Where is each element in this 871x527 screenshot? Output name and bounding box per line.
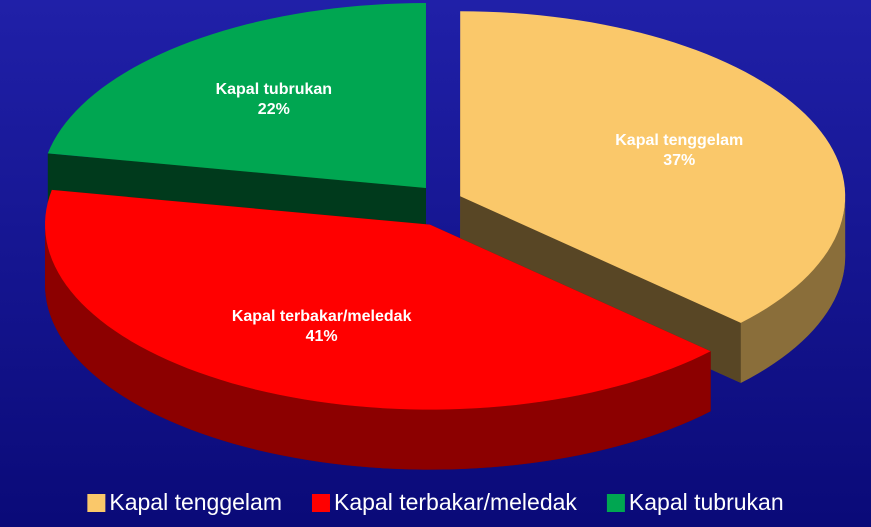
slice-value: 22% <box>258 101 290 118</box>
legend-swatch <box>87 494 106 512</box>
slice-label: Kapal tubrukan <box>216 81 332 98</box>
slice-value: 41% <box>306 328 338 345</box>
slice-side <box>45 224 711 470</box>
legend-item: Kapal tenggelam <box>87 489 282 515</box>
legend-label: Kapal tubrukan <box>629 489 784 515</box>
legend: Kapal tenggelam Kapal terbakar/meledak Kap… <box>87 489 784 515</box>
legend-item: Kapal tubrukan <box>606 489 784 515</box>
legend-swatch <box>311 494 330 512</box>
legend-item: Kapal terbakar/meledak <box>311 489 577 515</box>
legend-label: Kapal terbakar/meledak <box>334 489 577 515</box>
slice <box>460 11 846 323</box>
slice <box>47 3 426 189</box>
legend-swatch <box>606 494 625 512</box>
legend-label: Kapal tenggelam <box>109 489 282 515</box>
slice-label: Kapal tenggelam <box>615 132 743 149</box>
pie: Kapal tenggelam 37% Kapal terbakar/meledak… <box>45 3 846 470</box>
slice-side <box>740 196 846 383</box>
slice <box>45 189 711 410</box>
slice-label: Kapal terbakar/meledak <box>232 308 412 325</box>
slice-value: 37% <box>663 152 695 169</box>
